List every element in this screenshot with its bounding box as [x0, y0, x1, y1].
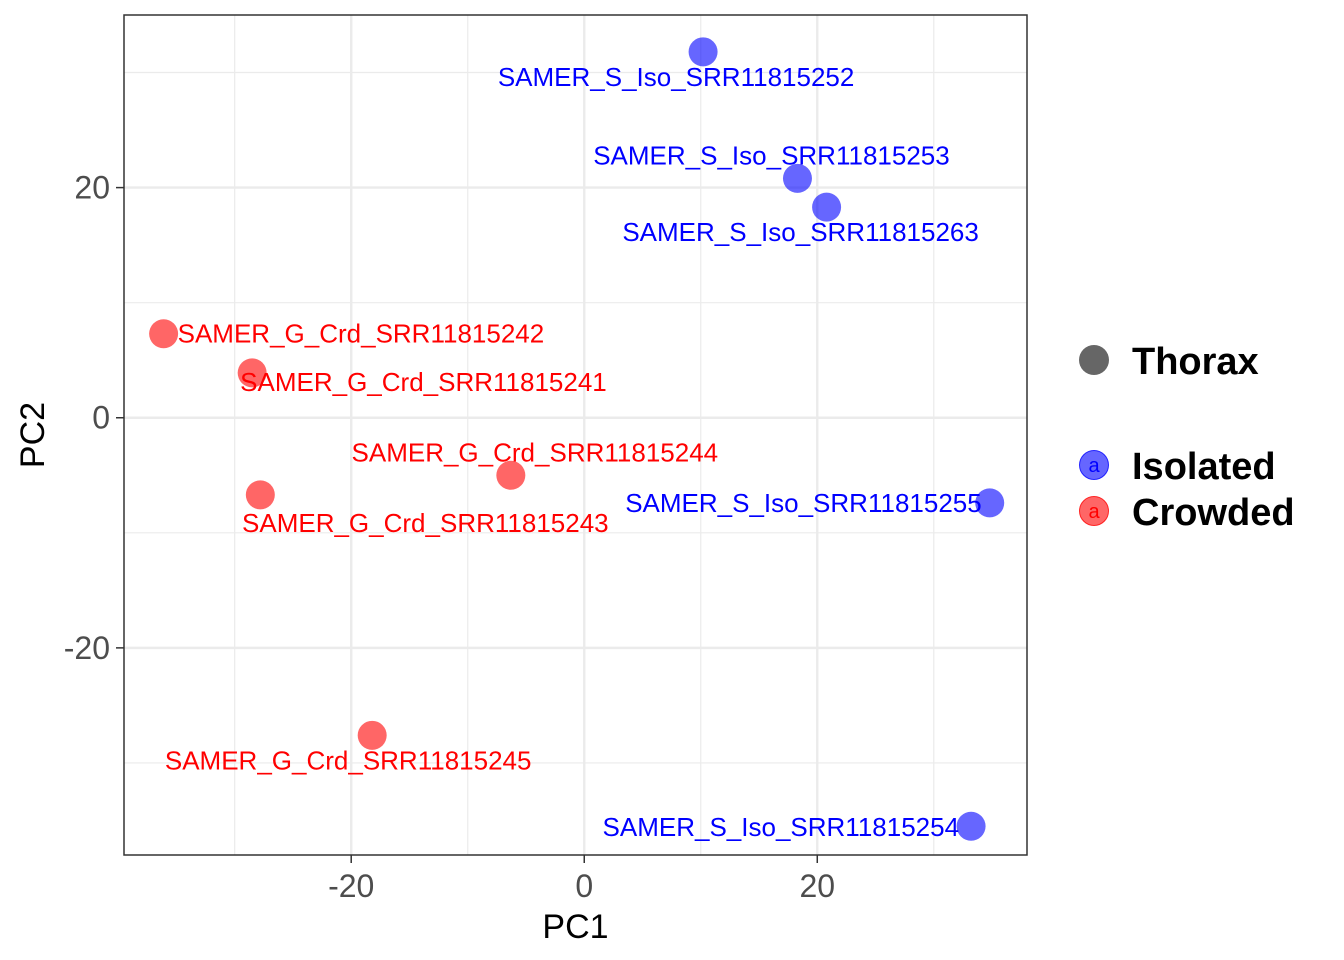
data-point-label: SAMER_G_Crd_SRR11815245	[165, 745, 532, 775]
minor-gridlines	[124, 15, 1027, 855]
y-axis-title: PC2	[14, 402, 52, 468]
y-tick-label: 0	[92, 400, 110, 436]
legend-label: Crowded	[1132, 492, 1295, 534]
data-point-label: SAMER_G_Crd_SRR11815241	[240, 367, 607, 397]
data-point-isolated	[956, 811, 986, 841]
plot-panel-border	[123, 14, 1028, 856]
axis-tick-labels: -20 0 20 -20 0 20	[64, 170, 835, 904]
data-point-label: SAMER_G_Crd_SRR11815243	[242, 508, 609, 538]
data-point-label: SAMER_G_Crd_SRR11815242	[178, 319, 545, 349]
data-point-label: SAMER_G_Crd_SRR11815244	[352, 437, 719, 467]
data-point-label: SAMER_S_Iso_SRR11815263	[622, 217, 979, 247]
legend-label: Isolated	[1132, 446, 1276, 488]
data-point-labels: SAMER_S_Iso_SRR11815252 SAMER_S_Iso_SRR11…	[165, 62, 982, 842]
legend-key-glyph: a	[1088, 501, 1100, 523]
data-point-label: SAMER_S_Iso_SRR11815254	[603, 812, 960, 842]
data-point-label: SAMER_S_Iso_SRR11815252	[498, 62, 855, 92]
x-tick-label: -20	[328, 868, 374, 904]
data-point-isolated	[688, 37, 718, 67]
data-point-crowded	[245, 480, 275, 510]
data-point-crowded	[149, 319, 179, 349]
y-tick-label: 20	[74, 170, 110, 206]
data-point-crowded	[357, 720, 387, 750]
legend-shape-title: Thorax	[1132, 341, 1259, 383]
data-point-isolated	[812, 192, 842, 222]
data-point-label: SAMER_S_Iso_SRR11815255	[625, 488, 982, 518]
data-point-crowded	[237, 358, 267, 388]
legend-entry-crowded: a Crowded	[1079, 492, 1295, 534]
legend: Thorax a Isolated a Crowded	[1079, 341, 1295, 534]
legend-entry-isolated: a Isolated	[1079, 446, 1276, 488]
data-points	[149, 37, 1005, 841]
major-gridlines	[124, 15, 1027, 855]
legend-key-isolated	[1079, 450, 1109, 480]
x-tick-label: 0	[575, 868, 593, 904]
x-tick-label: 20	[799, 868, 835, 904]
legend-color-entries: a Isolated a Crowded	[1079, 446, 1295, 534]
axis-ticks	[116, 186, 819, 863]
data-point-isolated	[975, 488, 1005, 518]
data-point-isolated	[782, 163, 812, 193]
data-point-crowded	[496, 460, 526, 490]
legend-shape-key	[1079, 345, 1109, 375]
y-tick-label: -20	[64, 630, 110, 666]
legend-key-glyph: a	[1088, 455, 1100, 477]
legend-key-crowded	[1079, 496, 1109, 526]
data-point-label: SAMER_S_Iso_SRR11815253	[593, 140, 950, 170]
x-axis-title: PC1	[542, 908, 608, 946]
